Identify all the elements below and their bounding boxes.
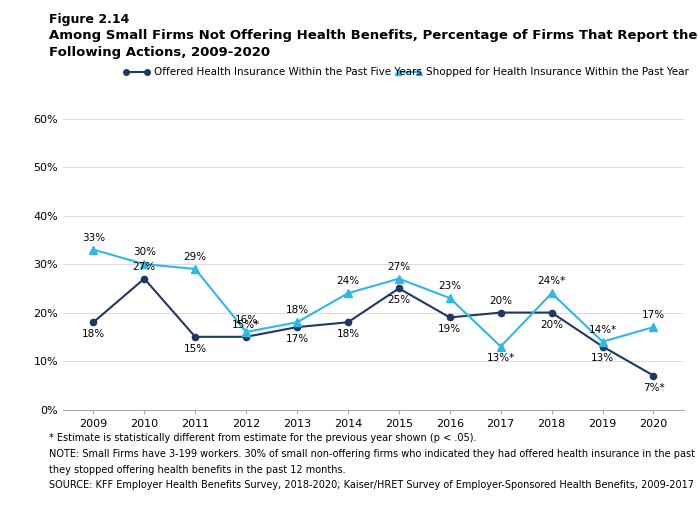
Text: 13%: 13% <box>591 353 614 363</box>
Text: 17%: 17% <box>642 310 665 320</box>
Text: Among Small Firms Not Offering Health Benefits, Percentage of Firms That Report : Among Small Firms Not Offering Health Be… <box>49 29 697 42</box>
Text: 30%: 30% <box>133 247 156 257</box>
Text: 17%: 17% <box>285 334 309 344</box>
Text: 20%: 20% <box>540 320 563 330</box>
Text: 23%: 23% <box>438 281 461 291</box>
Text: Offered Health Insurance Within the Past Five Years: Offered Health Insurance Within the Past… <box>154 67 422 78</box>
Text: 27%: 27% <box>387 261 410 272</box>
Text: 20%: 20% <box>489 296 512 306</box>
Text: 24%*: 24%* <box>537 276 566 286</box>
Text: 18%: 18% <box>285 306 309 316</box>
Text: 18%: 18% <box>82 329 105 339</box>
Text: Figure 2.14: Figure 2.14 <box>49 13 129 26</box>
Text: * Estimate is statistically different from estimate for the previous year shown : * Estimate is statistically different fr… <box>49 433 476 443</box>
Text: 13%*: 13%* <box>487 353 515 363</box>
Text: 24%: 24% <box>336 276 359 286</box>
Text: SOURCE: KFF Employer Health Benefits Survey, 2018-2020; Kaiser/HRET Survey of Em: SOURCE: KFF Employer Health Benefits Sur… <box>49 480 694 490</box>
Text: 7%*: 7%* <box>643 383 664 393</box>
Text: 25%: 25% <box>387 295 410 306</box>
Text: 29%: 29% <box>184 252 207 262</box>
Text: 18%: 18% <box>336 329 359 339</box>
Text: 27%: 27% <box>133 261 156 272</box>
Text: 15%*: 15%* <box>232 320 260 330</box>
Text: 19%: 19% <box>438 324 461 334</box>
Text: Shopped for Health Insurance Within the Past Year: Shopped for Health Insurance Within the … <box>426 67 689 78</box>
Text: NOTE: Small Firms have 3-199 workers. 30% of small non-offering firms who indica: NOTE: Small Firms have 3-199 workers. 30… <box>49 449 698 459</box>
Text: they stopped offering health benefits in the past 12 months.: they stopped offering health benefits in… <box>49 465 346 475</box>
Text: Following Actions, 2009-2020: Following Actions, 2009-2020 <box>49 46 270 59</box>
Text: 33%: 33% <box>82 233 105 243</box>
Text: 15%: 15% <box>184 344 207 354</box>
Text: 14%*: 14%* <box>588 324 617 335</box>
Text: 16%: 16% <box>235 315 258 325</box>
